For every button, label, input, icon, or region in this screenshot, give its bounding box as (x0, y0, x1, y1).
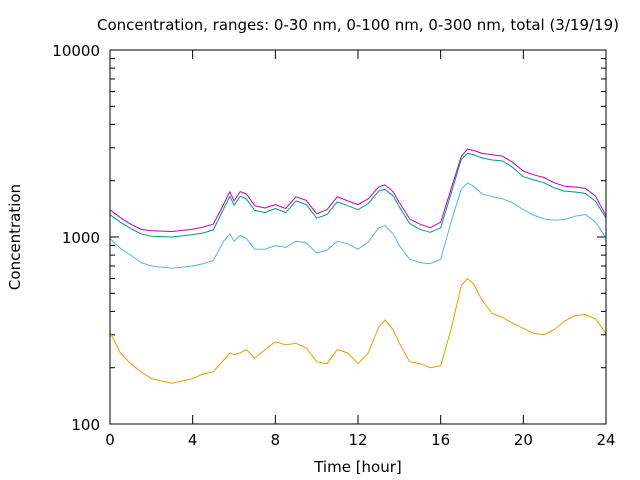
x-axis-label: Time [hour] (313, 458, 402, 476)
x-tick-label: 8 (271, 431, 281, 449)
y-tick-label: 1000 (62, 229, 100, 247)
x-tick-label: 24 (596, 431, 615, 449)
series-line-2 (109, 152, 607, 238)
y-axis-ticks: 100 1000 10000 (52, 42, 606, 434)
data-series (109, 148, 607, 384)
y-tick-label: 100 (71, 416, 100, 434)
series-line-4 (109, 278, 607, 384)
series-line-3 (109, 182, 607, 269)
y-tick-label: 10000 (52, 42, 100, 60)
y-axis-label: Concentration (6, 184, 24, 290)
x-tick-label: 0 (105, 431, 115, 449)
plot-frame (109, 49, 607, 425)
series-line-1 (109, 148, 607, 232)
chart-title: Concentration, ranges: 0-30 nm, 0-100 nm… (97, 16, 619, 34)
x-axis-ticks: 0 4 8 12 16 20 24 (105, 50, 616, 449)
x-tick-label: 20 (514, 431, 533, 449)
x-tick-label: 4 (188, 431, 198, 449)
x-tick-label: 12 (348, 431, 367, 449)
x-tick-label: 16 (431, 431, 450, 449)
